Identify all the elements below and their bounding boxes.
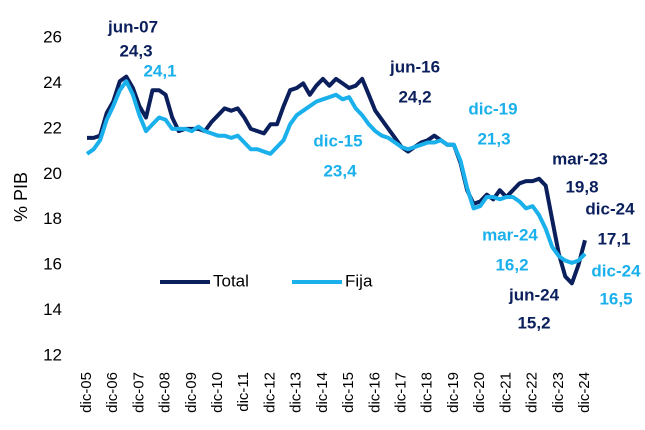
y-tick-label: 26 bbox=[43, 27, 62, 46]
annotation: mar-24 bbox=[482, 225, 538, 244]
annotation: dic-15 bbox=[313, 131, 362, 150]
annotation: 16,5 bbox=[599, 289, 632, 308]
annotation: jun-07 bbox=[107, 17, 158, 36]
legend-label: Fija bbox=[345, 271, 373, 290]
x-tick-label: dic-17 bbox=[392, 372, 409, 413]
annotation: 17,1 bbox=[597, 229, 630, 248]
y-tick-label: 20 bbox=[43, 164, 62, 183]
legend-label: Total bbox=[213, 271, 249, 290]
y-axis-label: % PIB bbox=[11, 172, 31, 222]
annotation: 16,2 bbox=[495, 255, 528, 274]
x-tick-label: dic-19 bbox=[445, 372, 462, 413]
x-tick-label: dic-09 bbox=[183, 372, 200, 413]
annotation: jun-24 bbox=[508, 285, 560, 304]
x-tick-label: dic-24 bbox=[576, 372, 593, 413]
x-tick-label: dic-08 bbox=[157, 372, 174, 413]
x-tick-label: dic-15 bbox=[340, 372, 357, 413]
y-tick-label: 24 bbox=[43, 73, 62, 92]
x-tick-label: dic-22 bbox=[524, 372, 541, 413]
annotation: jun-16 bbox=[389, 57, 440, 76]
line-total bbox=[87, 74, 587, 286]
annotation: dic-24 bbox=[585, 199, 635, 218]
x-tick-label: dic-11 bbox=[235, 372, 252, 412]
x-tick-label: dic-10 bbox=[209, 372, 226, 413]
y-tick-label: 16 bbox=[43, 255, 62, 274]
y-tick-label: 12 bbox=[43, 345, 62, 364]
x-tick-label: dic-18 bbox=[419, 372, 436, 413]
annotation: 24,1 bbox=[143, 61, 176, 80]
x-tick-label: dic-05 bbox=[78, 372, 95, 413]
x-tick-label: dic-06 bbox=[104, 372, 121, 413]
x-tick-label: dic-21 bbox=[497, 372, 514, 413]
x-tick-label: dic-23 bbox=[550, 372, 567, 413]
y-tick-label: 22 bbox=[43, 118, 62, 137]
annotation: 19,8 bbox=[565, 177, 598, 196]
x-tick-label: dic-20 bbox=[471, 372, 488, 413]
x-tick-label: dic-12 bbox=[261, 372, 278, 413]
x-tick-label: dic-14 bbox=[314, 372, 331, 413]
line-fija bbox=[85, 79, 587, 265]
annotation: 15,2 bbox=[517, 313, 550, 332]
x-tick-label: dic-07 bbox=[130, 372, 147, 413]
y-tick-label: 18 bbox=[43, 209, 62, 228]
x-tick-label: dic-13 bbox=[288, 372, 305, 413]
x-tick-label: dic-16 bbox=[366, 372, 383, 413]
annotation: dic-19 bbox=[468, 99, 517, 118]
annotation: 24,2 bbox=[398, 87, 431, 106]
annotation: 21,3 bbox=[477, 129, 510, 148]
y-tick-label: 14 bbox=[43, 300, 62, 319]
annotation: dic-24 bbox=[591, 261, 641, 280]
annotation: mar-23 bbox=[552, 149, 608, 168]
annotation: 24,3 bbox=[119, 41, 152, 60]
annotation: 23,4 bbox=[323, 161, 357, 180]
